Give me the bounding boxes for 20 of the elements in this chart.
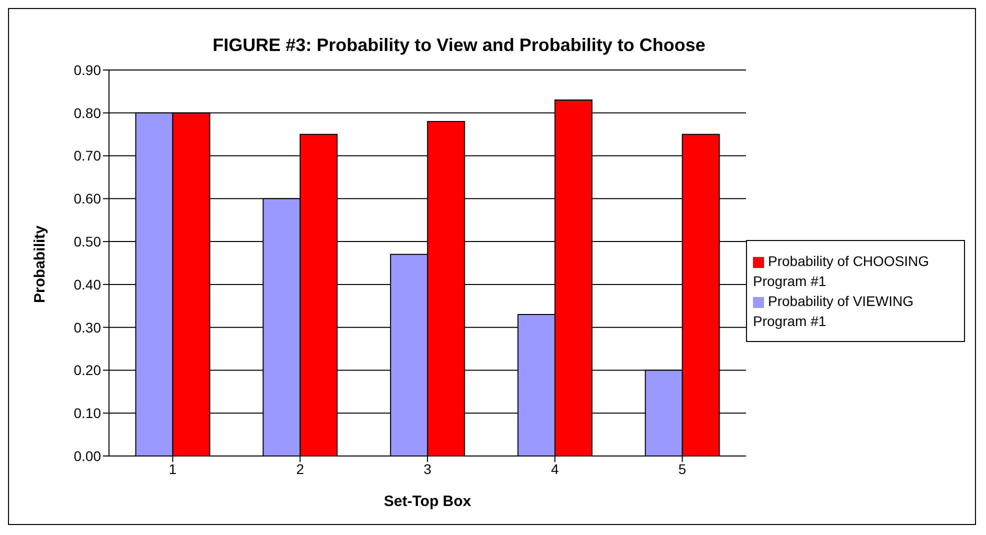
- chart-title: FIGURE #3: Probability to View and Probability to Choose: [212, 35, 706, 56]
- y-tick-label: 0.80: [74, 104, 102, 121]
- y-tick-label: 0.40: [74, 276, 102, 292]
- legend-label: Probability of VIEWING Program #1: [753, 293, 914, 329]
- y-tick-label: 0.60: [74, 190, 102, 207]
- y-axis-title: Probability: [31, 224, 48, 303]
- y-tick-label: 0.30: [74, 319, 102, 336]
- y-tick-label: 0.70: [74, 148, 102, 164]
- x-tick-label: 4: [551, 460, 559, 477]
- x-tick-label: 5: [678, 460, 686, 477]
- y-tick-label: 0.20: [74, 362, 102, 378]
- y-tick-label: 0.10: [74, 405, 102, 422]
- x-tick-label: 3: [424, 460, 432, 477]
- y-tick-label: 0.90: [74, 62, 102, 78]
- x-axis-title: Set-Top Box: [384, 493, 472, 510]
- x-tick-label: 2: [296, 460, 304, 477]
- x-tick-label: 1: [168, 460, 177, 477]
- y-tick-label: 0.00: [74, 448, 102, 464]
- y-tick-label: 0.50: [74, 234, 102, 250]
- legend-label: Probability of CHOOSING Program #1: [753, 253, 930, 289]
